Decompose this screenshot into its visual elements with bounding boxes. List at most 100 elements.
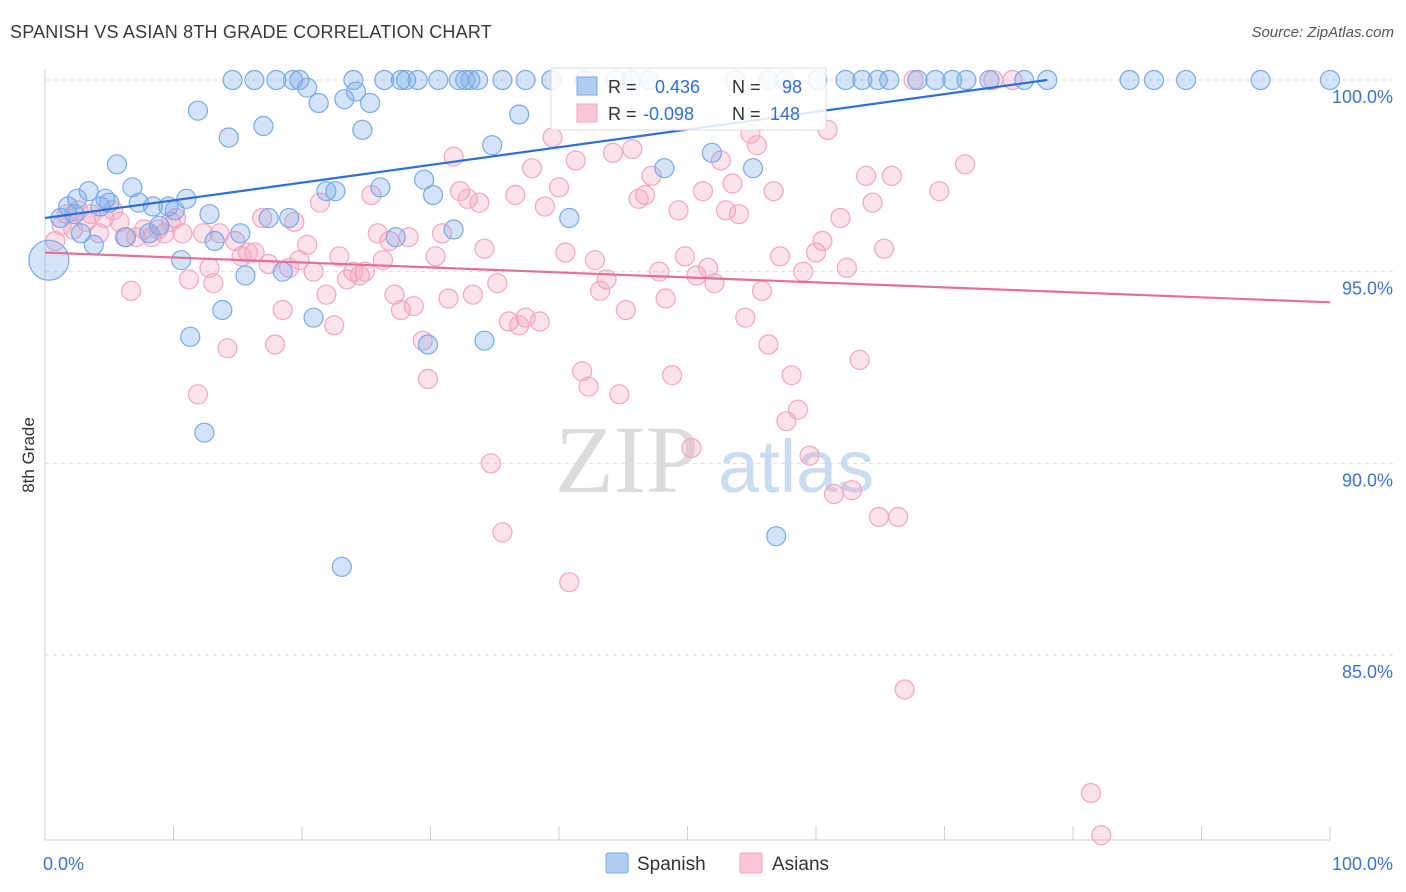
asians-point <box>469 192 490 213</box>
axes <box>44 70 1331 841</box>
bottom-legend: Spanish Asians <box>605 852 829 875</box>
spanish-point <box>460 69 481 91</box>
asians-point <box>417 368 439 390</box>
asians-point <box>641 165 662 186</box>
spanish-point <box>482 135 503 156</box>
spanish-point <box>956 69 977 91</box>
spanish-point <box>83 234 104 255</box>
asians-point <box>868 506 890 528</box>
asians-point <box>172 223 193 244</box>
asians-point <box>704 273 725 294</box>
stats-spanish-n-value: 98 <box>782 77 802 97</box>
asians-point <box>881 165 902 186</box>
spanish-point <box>422 184 444 206</box>
spanish-point <box>204 230 225 252</box>
asians-point <box>655 288 676 309</box>
asians-point <box>628 188 649 209</box>
asians-point <box>192 223 214 244</box>
asians-point <box>217 338 238 359</box>
spanish-point <box>253 115 274 137</box>
asians-point <box>534 196 555 217</box>
asians-point <box>722 173 743 194</box>
spanish-point <box>979 69 1000 91</box>
spanish-point <box>1014 69 1035 91</box>
spanish-point <box>559 207 580 229</box>
asians-point <box>120 280 142 301</box>
asians-point <box>244 242 265 263</box>
spanish-point <box>413 169 435 190</box>
asians-point <box>297 234 318 255</box>
spanish-point <box>218 127 239 148</box>
spanish-point <box>701 142 723 163</box>
spanish-point <box>230 223 251 244</box>
spanish-point <box>70 223 92 244</box>
asians-point <box>390 299 412 321</box>
tick-labels: 100.0% 95.0% 90.0% 85.0% 0.0% 100.0% <box>43 87 1393 874</box>
x-tick-label-right: 100.0% <box>1332 854 1393 874</box>
spanish-point <box>222 69 243 91</box>
spanish-point <box>492 69 513 91</box>
asians-point <box>787 399 809 420</box>
asians-trend-line <box>44 251 1331 304</box>
stats-asians-r-label: R = <box>608 104 637 124</box>
asians-point <box>449 181 471 202</box>
asians-point <box>264 334 286 355</box>
asians-point <box>888 506 909 528</box>
stats-asians-r-value: -0.098 <box>643 104 694 124</box>
legend-asians-label: Asians <box>772 854 829 875</box>
spanish-point <box>474 330 495 351</box>
asians-point <box>715 200 737 221</box>
asians-point <box>438 288 459 309</box>
asians-point <box>584 250 606 271</box>
spanish-point <box>374 69 395 91</box>
asians-point <box>462 284 484 305</box>
spanish-point <box>122 177 143 198</box>
spanish-point <box>95 188 116 209</box>
spanish-point <box>766 526 787 547</box>
spanish-point <box>443 219 464 240</box>
asians-point <box>596 269 617 290</box>
asians-point <box>529 311 550 332</box>
asians-point <box>354 261 376 282</box>
spanish-point <box>115 227 137 248</box>
asians-point <box>812 230 833 252</box>
y-tick-label: 85.0% <box>1342 662 1393 682</box>
spanish-point <box>334 89 355 110</box>
spanish-point <box>138 223 160 244</box>
spanish-point <box>106 154 128 175</box>
asians-point <box>572 361 593 382</box>
spanish-point <box>417 334 439 355</box>
stats-spanish-swatch <box>576 76 598 96</box>
asians-point <box>668 200 689 221</box>
stats-spanish-r-label: R = <box>608 77 637 97</box>
asians-point <box>823 483 845 505</box>
asians-point <box>555 242 576 263</box>
stats-asians-n-label: N = <box>732 104 761 124</box>
spanish-point <box>360 92 381 114</box>
spanish-point <box>352 119 373 140</box>
spanish-point <box>907 69 928 91</box>
asians-point <box>324 315 345 336</box>
asians-point <box>237 242 259 263</box>
watermark-zip: ZIP <box>555 406 699 513</box>
stats-asians-swatch <box>576 103 598 123</box>
asians-point <box>841 480 863 501</box>
asians-point <box>661 365 683 386</box>
asians-point <box>492 522 513 543</box>
y-axis-label: 8th Grade <box>19 417 38 493</box>
asians-point <box>681 437 702 459</box>
asians-point <box>542 127 563 148</box>
asians-point <box>728 204 750 225</box>
asians-point <box>329 246 350 267</box>
asians-point <box>425 246 446 267</box>
asians-point <box>615 299 636 321</box>
asians-point <box>793 261 814 282</box>
spanish-point <box>272 261 293 282</box>
spanish-point <box>78 181 99 202</box>
y-tick-label: 90.0% <box>1342 470 1393 490</box>
asians-point <box>316 284 337 305</box>
asians-point <box>769 246 791 267</box>
spanish-point <box>467 69 489 91</box>
asians-point <box>1080 782 1102 804</box>
